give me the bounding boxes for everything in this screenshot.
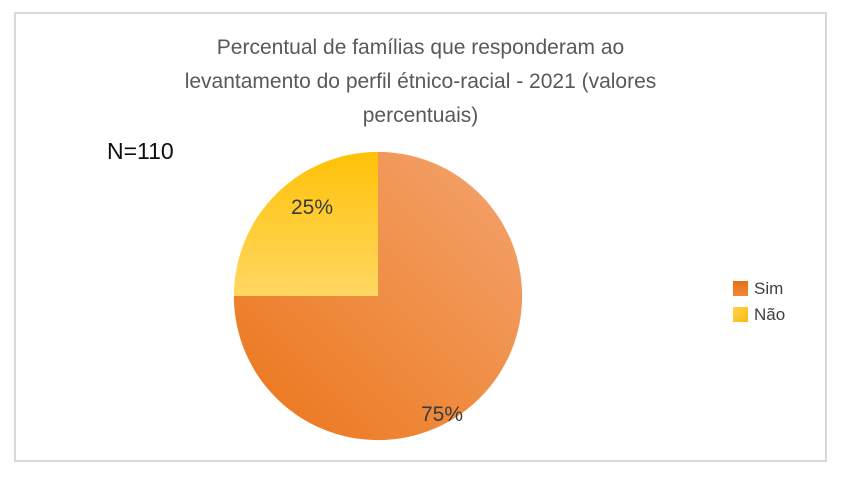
pie-chart — [231, 149, 525, 443]
legend-swatch-sim — [733, 280, 748, 296]
chart-title-line-1: Percentual de famílias que responderam a… — [216, 36, 625, 59]
legend: Sim Não — [733, 275, 785, 327]
chart-title: Percentual de famílias que responderam a… — [16, 31, 825, 133]
chart-title-line-3: percentuais) — [362, 104, 479, 127]
legend-item-sim: Sim — [733, 275, 785, 301]
pie-slice-sim — [233, 151, 523, 441]
legend-label-nao: Não — [754, 304, 786, 324]
data-label-sim: 75% — [420, 403, 464, 426]
legend-swatch-nao — [733, 306, 748, 322]
pie-svg — [233, 151, 523, 441]
legend-item-nao: Não — [733, 301, 785, 327]
data-label-nao: 25% — [290, 196, 334, 219]
pie-slice-nao — [233, 151, 378, 296]
chart-frame: Percentual de famílias que responderam a… — [14, 12, 827, 462]
chart-title-line-2: levantamento do perfil étnico-racial - 2… — [184, 70, 657, 93]
sample-size-annotation: N=110 — [107, 138, 174, 164]
legend-label-sim: Sim — [754, 278, 784, 298]
